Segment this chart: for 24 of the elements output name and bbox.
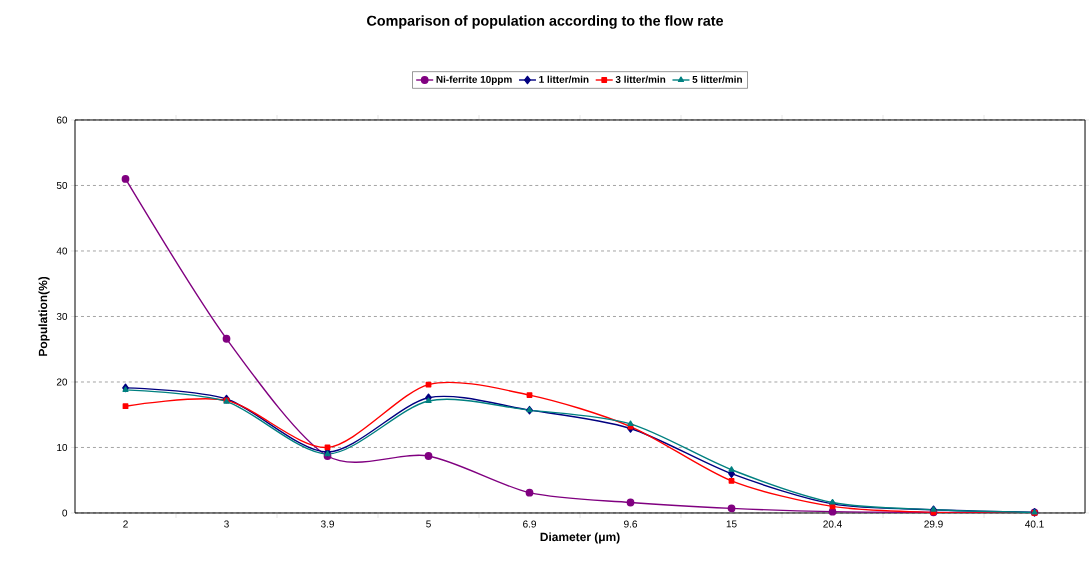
y-tick-label: 60 <box>56 116 68 124</box>
x-tick-label: 3.9 <box>320 520 334 528</box>
chart-title: Comparison of population according to the flow rate <box>367 15 724 29</box>
legend-label: 5 litter/min <box>692 75 742 84</box>
x-tick-label: 3 <box>224 520 229 528</box>
x-tick-label: 5 <box>426 520 431 528</box>
x-tick-label: 2 <box>123 520 128 528</box>
x-tick-label: 40.1 <box>1025 520 1044 528</box>
x-axis-title: Diameter (μm) <box>540 532 620 544</box>
y-tick-label: 50 <box>56 181 68 190</box>
y-tick-label: 30 <box>56 312 68 321</box>
x-tick-label: 20.4 <box>823 520 842 528</box>
x-tick-label: 9.6 <box>624 520 638 528</box>
x-tick-label: 29.9 <box>924 520 943 528</box>
y-tick-label: 20 <box>56 378 68 386</box>
y-tick-label: 40 <box>56 247 68 255</box>
legend-label: 1 litter/min <box>539 75 589 84</box>
legend-label: 3 litter/min <box>615 75 666 84</box>
x-tick-label: 6.9 <box>523 520 536 528</box>
legend-label: Ni-ferrite 10ppm <box>436 75 512 85</box>
x-tick-label: 15 <box>726 520 737 528</box>
y-tick-label: 0 <box>62 509 68 517</box>
y-axis-title: Population(%) <box>38 276 50 356</box>
y-tick-label: 10 <box>57 443 68 452</box>
